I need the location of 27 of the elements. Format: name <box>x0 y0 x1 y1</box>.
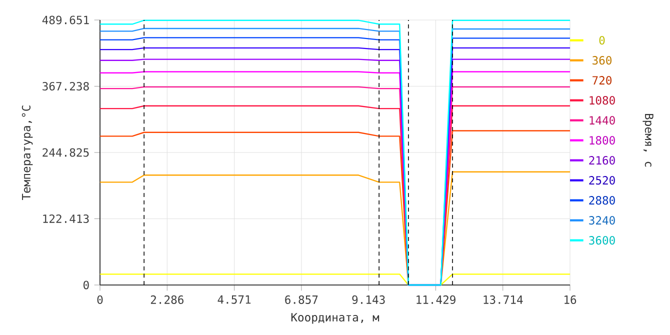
x-tick-label: 16 <box>564 295 576 304</box>
legend-label: 2160 <box>589 156 615 165</box>
x-tick-label: 4.571 <box>218 295 251 304</box>
y-tick-label: 489.651 <box>42 16 89 24</box>
legend-label: 1800 <box>590 136 615 145</box>
y-tick-label: 244.825 <box>42 148 89 157</box>
x-tick-label: 6.857 <box>285 295 318 304</box>
legend-label: 3600 <box>589 236 615 245</box>
legend-label: 2520 <box>589 176 615 185</box>
y-tick-label: 367.238 <box>42 82 89 91</box>
y-axis-title: Температура,°C <box>22 106 33 200</box>
x-tick-label: 2.286 <box>150 295 184 304</box>
legend-label: 2880 <box>589 196 615 205</box>
legend-title: Время, с <box>642 114 654 167</box>
x-tick-label: 11.429 <box>416 295 456 304</box>
y-tick-label: 0 <box>84 280 89 290</box>
legend-label: 360 <box>592 56 612 65</box>
y-tick-label: 122.413 <box>43 214 89 224</box>
legend-label: 0 <box>599 36 605 45</box>
x-tick-label: 13.714 <box>484 295 523 304</box>
x-axis-title: Координата, м <box>291 313 380 324</box>
legend-label: 3240 <box>589 216 615 225</box>
legend-label: 1080 <box>590 96 615 105</box>
legend-label: 1440 <box>590 116 615 125</box>
legend-label: 720 <box>592 76 612 85</box>
x-tick-label: 9.143 <box>352 295 385 304</box>
x-tick-label: 0 <box>97 295 103 304</box>
